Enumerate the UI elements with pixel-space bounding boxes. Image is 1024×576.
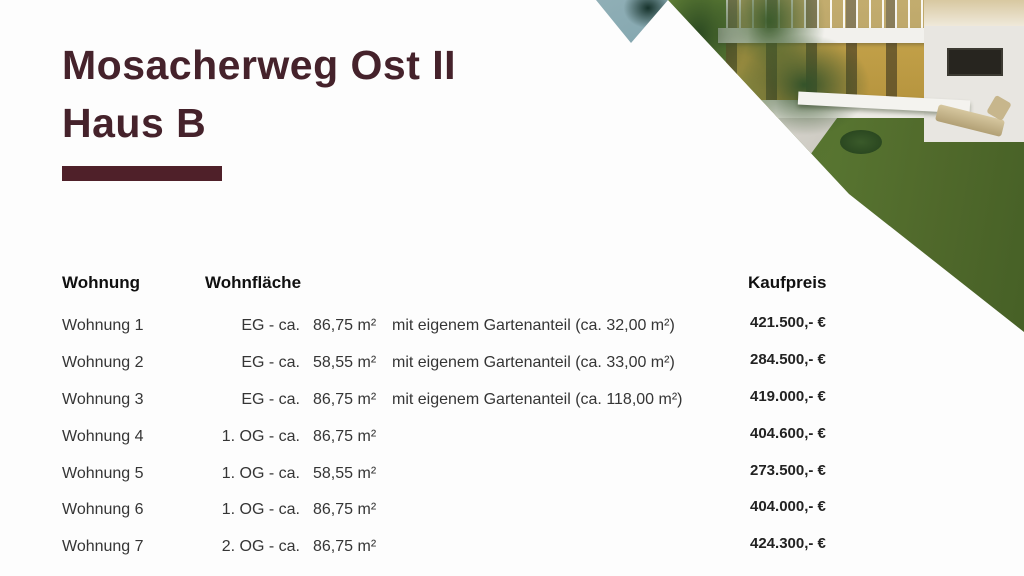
apartment-size: 86,75 m² — [313, 538, 377, 555]
table-header-row: Wohnung Wohnfläche Kaufpreis — [0, 273, 1024, 293]
apartment-floor: 2. OG - ca. — [221, 538, 300, 555]
table-row: Wohnung 3 EG - ca. 86,75 m² mit eigenem … — [0, 388, 1024, 413]
page-title-line2: Haus B — [62, 100, 207, 146]
column-header-kaufpreis: Kaufpreis — [748, 273, 827, 292]
apartment-size: 58,55 m² — [313, 354, 377, 371]
page-title-line1: Mosacherweg Ost II — [62, 42, 457, 88]
apartment-size: 58,55 m² — [313, 465, 377, 482]
photo-building-top-band — [924, 0, 1024, 26]
apartment-floor: 1. OG - ca. — [221, 428, 300, 445]
photo-shrub — [840, 130, 882, 154]
apartment-size: 86,75 m² — [313, 317, 377, 334]
title-underline — [62, 166, 222, 181]
table-row: Wohnung 4 1. OG - ca. 86,75 m² 404.600,-… — [0, 425, 1024, 450]
apartment-garden-note: mit eigenem Gartenanteil (ca. 118,00 m²) — [392, 391, 683, 408]
apartment-floor: 1. OG - ca. — [221, 465, 300, 482]
column-header-wohnung: Wohnung — [62, 273, 141, 292]
apartment-size: 86,75 m² — [313, 428, 377, 445]
apartment-floor: EG - ca. — [241, 391, 300, 408]
apartment-floor: EG - ca. — [241, 354, 300, 371]
photo-window — [947, 48, 1003, 76]
apartment-garden-note: mit eigenem Gartenanteil (ca. 33,00 m²) — [392, 354, 675, 371]
apartment-name: Wohnung 2 — [62, 354, 144, 371]
apartment-floor: EG - ca. — [241, 317, 300, 334]
apartment-name: Wohnung 5 — [62, 465, 144, 482]
apartment-price: 421.500,- € — [750, 314, 826, 331]
apartment-size: 86,75 m² — [313, 501, 377, 518]
column-header-wohnflaeche: Wohnfläche — [205, 273, 302, 292]
apartment-price: 404.600,- € — [750, 425, 826, 442]
apartment-garden-note: mit eigenem Gartenanteil (ca. 32,00 m²) — [392, 317, 675, 334]
apartment-floor: 1. OG - ca. — [221, 501, 300, 518]
table-row: Wohnung 7 2. OG - ca. 86,75 m² 424.300,-… — [0, 535, 1024, 560]
apartment-price: 273.500,- € — [750, 462, 826, 479]
apartment-name: Wohnung 3 — [62, 391, 144, 408]
apartment-size: 86,75 m² — [313, 391, 377, 408]
table-row: Wohnung 1 EG - ca. 86,75 m² mit eigenem … — [0, 314, 1024, 339]
apartment-price: 404.000,- € — [750, 498, 826, 515]
apartment-name: Wohnung 4 — [62, 428, 144, 445]
page-title: Mosacherweg Ost II Haus B — [62, 36, 456, 152]
apartment-price: 284.500,- € — [750, 351, 826, 368]
apartment-name: Wohnung 1 — [62, 317, 144, 334]
apartment-name: Wohnung 7 — [62, 538, 144, 555]
photo-trees — [668, 0, 875, 225]
apartment-price: 419.000,- € — [750, 388, 826, 405]
table-row: Wohnung 6 1. OG - ca. 86,75 m² 404.000,-… — [0, 498, 1024, 523]
apartment-price: 424.300,- € — [750, 535, 826, 552]
table-row: Wohnung 2 EG - ca. 58,55 m² mit eigenem … — [0, 351, 1024, 376]
apartment-name: Wohnung 6 — [62, 501, 144, 518]
table-row: Wohnung 5 1. OG - ca. 58,55 m² 273.500,-… — [0, 462, 1024, 487]
